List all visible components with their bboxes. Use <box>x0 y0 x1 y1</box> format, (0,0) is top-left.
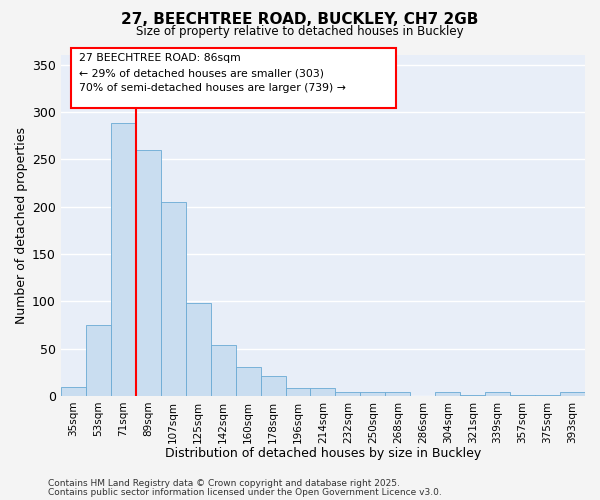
Bar <box>136 150 161 396</box>
Bar <box>460 395 485 396</box>
Text: Contains HM Land Registry data © Crown copyright and database right 2025.: Contains HM Land Registry data © Crown c… <box>48 479 400 488</box>
Bar <box>236 366 260 396</box>
Text: Contains public sector information licensed under the Open Government Licence v3: Contains public sector information licen… <box>48 488 442 497</box>
X-axis label: Distribution of detached houses by size in Buckley: Distribution of detached houses by size … <box>165 447 481 460</box>
Bar <box>335 392 361 396</box>
FancyBboxPatch shape <box>71 48 397 108</box>
Bar <box>111 124 136 396</box>
Y-axis label: Number of detached properties: Number of detached properties <box>15 127 28 324</box>
Bar <box>535 395 560 396</box>
Text: Size of property relative to detached houses in Buckley: Size of property relative to detached ho… <box>136 25 464 38</box>
Text: 27, BEECHTREE ROAD, BUCKLEY, CH7 2GB: 27, BEECHTREE ROAD, BUCKLEY, CH7 2GB <box>121 12 479 28</box>
Bar <box>286 388 310 396</box>
Bar <box>161 202 185 396</box>
Bar <box>361 392 385 396</box>
Bar <box>510 395 535 396</box>
Bar <box>560 392 585 396</box>
Bar <box>260 376 286 396</box>
Bar <box>185 303 211 396</box>
Bar <box>310 388 335 396</box>
Text: 27 BEECHTREE ROAD: 86sqm
← 29% of detached houses are smaller (303)
70% of semi-: 27 BEECHTREE ROAD: 86sqm ← 29% of detach… <box>79 54 346 93</box>
Bar <box>435 392 460 396</box>
Bar <box>385 392 410 396</box>
Bar <box>485 392 510 396</box>
Bar <box>211 345 236 396</box>
Bar <box>86 325 111 396</box>
Bar <box>61 388 86 396</box>
